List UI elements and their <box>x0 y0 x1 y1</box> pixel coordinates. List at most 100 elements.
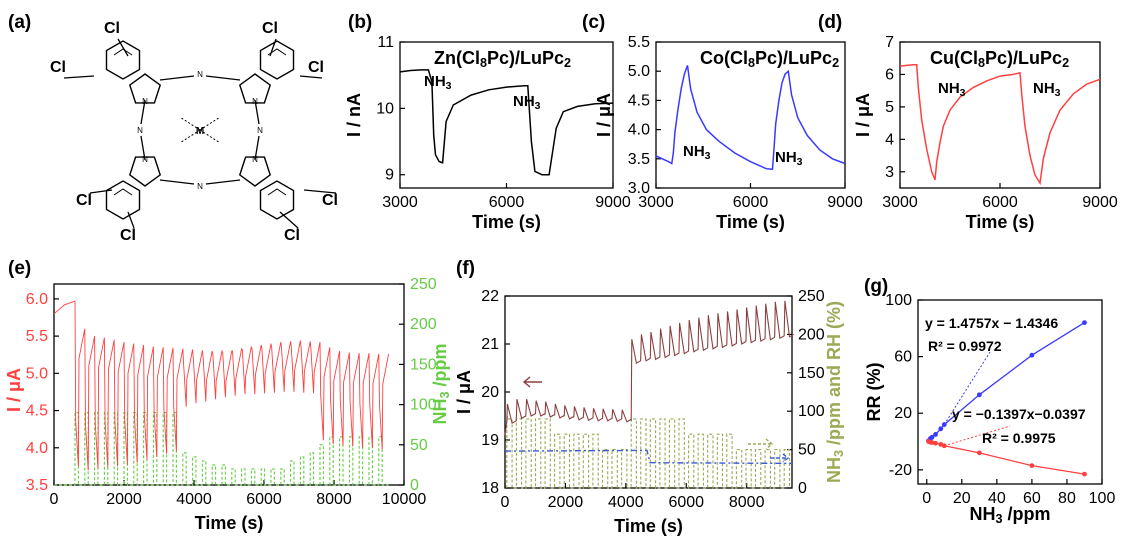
panel-g-chart: 0 20 40 60 80 100 -20 20 60 100 y = 1.4757x − 1.43… <box>864 292 1115 526</box>
panel-c-xtick-label: 3000 <box>638 194 674 211</box>
panel-e-ytick-right-label: 250 <box>410 276 437 293</box>
panel-g-series-1-point <box>1082 471 1087 477</box>
panel-g-series-0-point <box>1029 352 1035 358</box>
panel-g-fit-equation-2: y = −0.1397x−0.0397 <box>952 406 1086 422</box>
panel-d-nh3-annotation: NH3 <box>938 80 966 99</box>
panel-g-xtick-label: 20 <box>953 490 971 507</box>
panel-g-series-1-point <box>1029 463 1035 468</box>
panel-label-d: (d) <box>818 12 842 33</box>
panel-f-xtick-label: 2000 <box>548 494 584 511</box>
panel-f-ytick-right-label: 0 <box>798 480 807 497</box>
cl-substituent-label: Cl <box>104 20 120 37</box>
panel-f-ytick-right-label: 100 <box>798 403 825 420</box>
panel-e-xtick-label: 10000 <box>382 491 427 508</box>
panel-g-series-0-point <box>933 432 938 437</box>
panel-f-ytick-right-label: 250 <box>798 288 825 305</box>
panel-d-ytick-label: 6 <box>885 66 894 83</box>
bridge-bond <box>140 99 146 125</box>
panel-g-xtick-label: 60 <box>1023 490 1041 507</box>
panel-g-series-0-point <box>941 422 947 427</box>
panel-f-chart: 0 2000 4000 6000 8000 18 19 20 21 22 0 50 100 150 200 2… <box>454 288 846 536</box>
panel-c-ytick-label: 5.0 <box>628 63 650 80</box>
panel-c-ytick-label: 5.5 <box>628 34 650 51</box>
panel-c-xlabel: Time (s) <box>716 212 785 232</box>
cl-bond <box>279 211 299 229</box>
panel-f-current-axis-arrow <box>522 376 542 388</box>
panel-c-xtick-label: 6000 <box>733 194 769 211</box>
panel-f-xtick-label: 8000 <box>729 494 765 511</box>
panel-d-nh3-annotation: NH3 <box>1033 80 1061 99</box>
panel-f-ylabel-right: NH3 /ppm and RH (%) <box>824 301 846 483</box>
panel-g-series-0-point <box>976 392 982 398</box>
panel-f-ytick-right-label: 50 <box>798 442 816 459</box>
panel-g-series-1-point <box>941 443 947 449</box>
panel-e-ytick-right-label: 50 <box>410 437 428 454</box>
panel-e-xtick-label: 8000 <box>316 491 352 508</box>
panel-g-series-0-point <box>929 434 935 440</box>
panel-d-data-line <box>899 63 1101 186</box>
panel-e-ylabel: I / μA <box>4 368 24 412</box>
panel-f-nh3-line <box>506 418 791 489</box>
panel-f-xtick-label: 4000 <box>608 494 644 511</box>
panel-g-ylabel: RR (%) <box>864 363 884 422</box>
panel-f-rh-line <box>504 449 793 465</box>
meso-n-label: N <box>257 126 263 135</box>
cl-substituent-label: Cl <box>308 59 324 76</box>
panel-g-series-1-leader <box>944 425 1011 447</box>
panel-f-nh3-axis-arrow <box>748 438 774 450</box>
panel-b-xtick-label: 6000 <box>489 194 525 211</box>
panel-g-axes-frame <box>917 299 1103 485</box>
panel-c-title: Co(Cl8Pc)/LuPc2 <box>700 48 839 70</box>
panel-e-xtick-label: 6000 <box>246 491 282 508</box>
panel-g-series-1-line <box>928 440 1085 475</box>
cl-substituent-label: Cl <box>262 20 278 37</box>
panel-g-ytick-label: 20 <box>894 405 912 422</box>
panel-c-ytick-label: 3.5 <box>628 151 650 168</box>
panel-g-series-1-point <box>933 440 938 446</box>
panel-label-e: (e) <box>8 258 31 279</box>
meso-n-label: N <box>137 126 143 135</box>
panel-g-series-0-point <box>938 426 944 432</box>
panel-c-ytick-label: 3.0 <box>628 180 650 197</box>
panel-d-chart: 3000 6000 9000 3 4 5 6 7 Cu(Cl8Pc)/LuPc2 NH3 NH3 Ti… <box>853 34 1118 232</box>
panel-e-ytick-label: 5.0 <box>26 365 48 382</box>
bridge-bond <box>140 135 146 161</box>
panel-f-ytick-right-label: 200 <box>798 326 825 343</box>
panel-d-ytick-label: 7 <box>885 34 894 51</box>
panel-g-xtick-label: 100 <box>1089 490 1116 507</box>
cl-substituent-label: Cl <box>322 192 338 209</box>
panel-label-a: (a) <box>8 12 31 33</box>
panel-e-ytick-label: 5.5 <box>26 328 48 345</box>
bridge-bond <box>254 99 260 125</box>
panel-c-nh3-annotation: NH3 <box>775 149 803 168</box>
panel-e-xtick-label: 0 <box>50 491 59 508</box>
benzene-ring <box>259 180 295 220</box>
bridge-bond <box>159 179 195 185</box>
panel-e-xlabel: Time (s) <box>195 513 264 533</box>
panel-d-xlabel: Time (s) <box>966 212 1035 232</box>
aromatic-bond <box>267 188 287 196</box>
panel-e-xtick-label: 2000 <box>106 491 142 508</box>
bridge-bond <box>159 75 195 81</box>
cl-substituent-label: Cl <box>76 192 92 209</box>
benzene-ring <box>105 180 141 220</box>
panel-b-xtick-label: 3000 <box>382 194 418 211</box>
benzene-ring <box>259 40 295 80</box>
panel-e-ytick-right-label: 150 <box>410 356 437 373</box>
panel-f-ytick-label: 22 <box>481 288 499 305</box>
cl-substituent-label: Cl <box>120 227 136 244</box>
bridge-bond <box>205 75 241 81</box>
panel-f-rh-axis-arrow <box>770 453 790 463</box>
panel-label-g: (g) <box>864 276 888 297</box>
panel-d-ytick-label: 5 <box>885 99 894 116</box>
aromatic-bond <box>113 48 133 56</box>
panel-f-ytick-label: 18 <box>481 480 499 497</box>
panel-f-ytick-label: 19 <box>481 432 499 449</box>
panel-b-ylabel: I / nA <box>344 93 364 137</box>
panel-d-xtick-label: 6000 <box>982 194 1018 211</box>
panel-c-chart: 3000 6000 90003.03.54.04.55.05.5Co(Cl8Pc)/… <box>594 34 863 232</box>
panel-f-current-line <box>504 300 794 436</box>
panel-b-title: Zn(Cl8Pc)/LuPc2 <box>434 48 571 70</box>
panel-g-ytick-label: 100 <box>885 292 912 309</box>
